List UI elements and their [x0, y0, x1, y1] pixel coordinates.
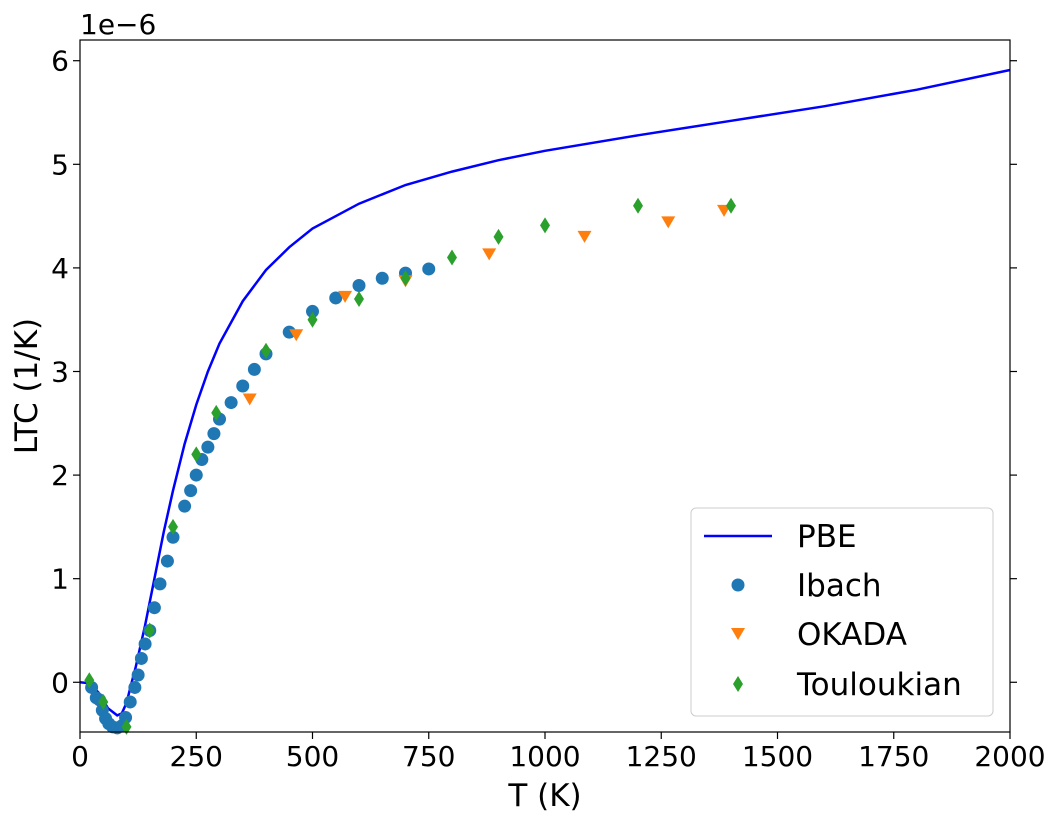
- x-tick-label: 1500: [742, 740, 813, 773]
- legend-label-pbe: PBE: [797, 519, 857, 555]
- data-point-ibach: [131, 668, 145, 682]
- data-point-ibach: [375, 271, 389, 285]
- data-point-ibach: [306, 304, 319, 318]
- y-tick-label: 1: [51, 563, 69, 596]
- legend-label-okada: OKADA: [797, 617, 907, 653]
- data-point-ibach: [128, 680, 142, 694]
- data-point-touloukian: [447, 249, 457, 266]
- x-tick-label: 1750: [858, 740, 929, 773]
- data-point-ibach: [138, 637, 152, 651]
- data-point-ibach: [147, 601, 161, 615]
- y-tick-label: 5: [51, 148, 69, 181]
- tick-layer: 0 250 500 750 1000 1250 1500 1750 2000 0 1 2 3 4 5 6: [51, 45, 1045, 773]
- x-tick-label: 500: [286, 740, 339, 773]
- data-point-ibach: [422, 262, 436, 276]
- data-point-ibach: [166, 530, 180, 544]
- data-point-ibach: [236, 379, 250, 393]
- data-point-ibach: [153, 577, 167, 591]
- data-point-okada: [661, 216, 676, 229]
- legend: PBE Ibach OKADA Touloukian: [690, 507, 994, 717]
- data-point-touloukian: [144, 622, 155, 639]
- y-tick-label: 2: [51, 459, 69, 492]
- data-point-touloukian: [307, 311, 318, 328]
- data-point-touloukian: [121, 718, 132, 735]
- x-tick-label: 250: [170, 740, 223, 773]
- data-point-okada: [338, 290, 353, 303]
- data-point-okada: [482, 248, 497, 261]
- data-point-ibach: [201, 440, 215, 454]
- data-point-ibach: [329, 291, 343, 305]
- data-point-touloukian: [493, 228, 504, 245]
- x-axis-label: T (K): [507, 778, 581, 814]
- data-point-ibach: [352, 279, 366, 293]
- x-tick-label: 1000: [509, 740, 580, 773]
- y-tick-label: 4: [51, 252, 69, 285]
- x-tick-label: 750: [402, 740, 455, 773]
- data-point-touloukian: [726, 197, 736, 214]
- data-point-ibach: [247, 362, 261, 376]
- y-tick-label: 0: [51, 666, 69, 699]
- data-point-touloukian: [354, 290, 364, 307]
- legend-entry-touloukian: Touloukian: [733, 667, 962, 703]
- data-point-ibach: [160, 554, 174, 568]
- data-point-ibach: [119, 710, 133, 724]
- legend-entry-okada: OKADA: [731, 617, 907, 653]
- data-point-touloukian: [633, 197, 643, 214]
- data-point-ibach: [189, 468, 203, 482]
- data-point-okada: [242, 393, 257, 406]
- data-point-touloukian: [168, 518, 178, 535]
- data-point-ibach: [207, 427, 221, 441]
- data-point-ibach: [282, 325, 296, 339]
- data-point-ibach: [184, 484, 198, 498]
- y-offset-text: 1e−6: [80, 8, 156, 41]
- x-tick-label: 0: [71, 740, 89, 773]
- data-point-touloukian: [261, 342, 271, 359]
- x-tick-label: 1250: [626, 740, 697, 773]
- y-tick-label: 3: [51, 355, 69, 388]
- legend-circle-marker: [731, 578, 745, 592]
- legend-label-touloukian: Touloukian: [796, 667, 962, 703]
- data-point-touloukian: [400, 270, 411, 287]
- legend-diamond-marker: [733, 676, 743, 692]
- data-point-ibach: [178, 499, 192, 513]
- y-tick-label: 6: [51, 45, 69, 78]
- x-tick-label: 2000: [974, 740, 1045, 773]
- legend-entry-pbe: PBE: [704, 519, 857, 555]
- data-point-touloukian: [191, 446, 202, 463]
- data-point-ibach: [134, 651, 148, 665]
- legend-label-ibach: Ibach: [797, 568, 882, 604]
- data-point-touloukian: [540, 217, 550, 234]
- y-axis-label: LTC (1/K): [9, 318, 45, 454]
- series-layer: [79, 68, 1011, 735]
- legend-triangle-marker: [731, 628, 745, 640]
- data-point-okada: [289, 329, 304, 342]
- legend-entry-ibach: Ibach: [731, 568, 882, 604]
- legend-box: [690, 507, 994, 717]
- data-point-ibach: [123, 695, 137, 709]
- data-point-ibach: [224, 396, 238, 410]
- data-point-touloukian: [84, 672, 95, 689]
- data-point-okada: [577, 230, 592, 243]
- data-point-touloukian: [98, 693, 109, 710]
- data-point-touloukian: [211, 404, 222, 421]
